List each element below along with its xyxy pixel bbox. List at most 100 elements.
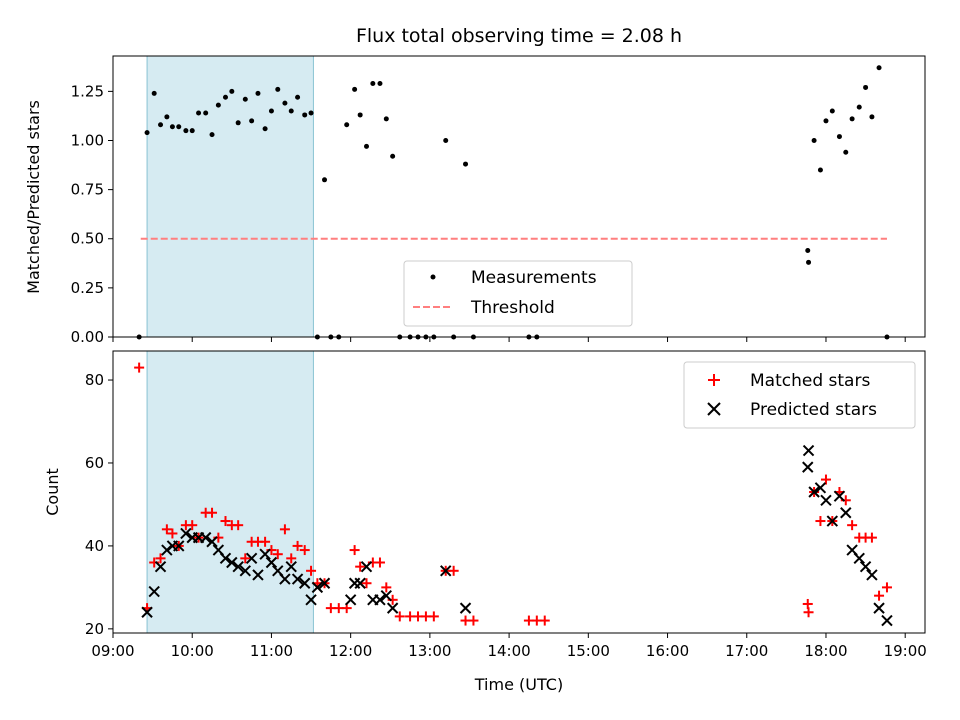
matched-star-point — [468, 615, 479, 626]
predicted-star-point — [305, 594, 317, 606]
bottom-legend-frame — [683, 361, 916, 429]
matched-star-point — [428, 611, 439, 622]
measurement-point — [377, 81, 383, 87]
measurement-point — [144, 130, 150, 136]
predicted-star-point — [833, 490, 846, 502]
predicted-star-point — [386, 602, 399, 614]
matched-star-point — [361, 578, 372, 589]
matched-star-point — [134, 362, 145, 373]
measurement-point — [235, 120, 241, 126]
measurement-point — [282, 100, 288, 106]
matched-star-point — [292, 540, 303, 551]
measurement-point — [262, 126, 268, 132]
bottom-y-axis-label: Count — [43, 468, 62, 516]
matched-star-point — [381, 582, 392, 593]
measurement-point — [158, 122, 164, 128]
y-tick-label: 0.75 — [71, 181, 104, 199]
x-tick-label: 17:00 — [725, 642, 768, 660]
top-panel: 0.00 0.25 0.50 0.75 1.00 1.25 Matched/Predict… — [24, 55, 926, 346]
top-legend-frame — [403, 260, 633, 327]
measurement-point — [383, 116, 389, 122]
measurement-point — [183, 128, 189, 134]
bottom-axes-frame — [112, 350, 926, 634]
predicted-star-point — [311, 581, 324, 594]
predicted-star-point — [873, 602, 885, 614]
matched-star-point — [279, 524, 290, 535]
measurement-point — [357, 112, 363, 118]
y-tick-label: 0.50 — [71, 230, 104, 248]
matched-star-point — [881, 582, 892, 593]
matched-star-point — [306, 565, 317, 576]
measurement-point — [843, 149, 849, 155]
matched-star-point — [155, 553, 166, 564]
predicted-star-point — [252, 569, 264, 581]
measurement-point — [806, 259, 812, 265]
predicted-star-point — [318, 577, 331, 589]
predicted-star-point — [265, 556, 278, 569]
measurement-point — [443, 137, 449, 143]
predicted-star-point — [802, 444, 815, 457]
chart-title: Flux total observing time = 2.08 h — [356, 25, 682, 47]
predicted-star-point — [866, 569, 878, 581]
measurement-point — [856, 104, 862, 110]
top-y-axis-label: Matched/Predicted stars — [24, 100, 43, 294]
bottom-panel: 20 40 60 80 09:00 10:00 11:00 12:00 13:00 14:00 15… — [43, 350, 927, 694]
measurement-point — [249, 118, 255, 124]
top-observing-span — [146, 55, 314, 338]
matched-star-point — [448, 565, 459, 576]
measurement-point — [308, 110, 314, 116]
measurement-point — [268, 108, 274, 114]
predicted-star-point — [826, 515, 839, 527]
predicted-star-point — [374, 594, 386, 606]
measurement-point — [288, 108, 294, 114]
measurement-point — [215, 102, 221, 108]
matched-star-point — [815, 516, 826, 527]
measurement-point — [829, 108, 835, 114]
x-tick-label: 11:00 — [250, 642, 293, 660]
measurement-point — [302, 112, 308, 118]
measurement-point — [322, 177, 328, 183]
matched-star-point — [874, 590, 885, 601]
measurement-point — [863, 84, 869, 90]
measurement-point — [344, 122, 350, 128]
measurement-point — [390, 153, 396, 159]
measurement-point — [151, 90, 157, 96]
measurement-point — [164, 114, 170, 120]
measurement-point — [169, 124, 175, 130]
predicted-star-point — [459, 602, 472, 614]
measurement-point — [242, 96, 248, 102]
measurement-point — [836, 134, 842, 140]
x-tick-label: 19:00 — [884, 642, 927, 660]
y-tick-label: 0.00 — [71, 328, 104, 346]
predicted-star-point — [226, 556, 238, 569]
predicted-star-point — [853, 552, 865, 565]
legend-measurements-label: Measurements — [471, 268, 597, 288]
y-tick-label: 60 — [85, 454, 104, 472]
predicted-star-point — [440, 565, 452, 577]
predicted-star-point — [354, 577, 366, 589]
matched-star-point — [803, 607, 814, 618]
x-tick-label: 16:00 — [646, 642, 689, 660]
predicted-star-point — [820, 494, 832, 507]
predicted-star-point — [285, 560, 297, 573]
measurement-point — [817, 167, 823, 173]
top-legend: Measurements Threshold — [403, 260, 633, 327]
legend-predicted-label: Predicted stars — [750, 400, 877, 420]
x-tick-label: 09:00 — [91, 642, 134, 660]
predicted-star-point — [206, 536, 218, 548]
bottom-observing-span — [146, 350, 314, 634]
y-tick-label: 40 — [85, 537, 104, 555]
measurement-point — [222, 94, 228, 100]
predicted-star-point — [219, 552, 232, 565]
measurement-point — [370, 81, 376, 87]
measurement-point — [823, 118, 829, 124]
measurement-point — [295, 94, 301, 100]
predicted-star-point — [173, 540, 185, 552]
bottom-legend: Matched stars Predicted stars — [683, 361, 916, 429]
matched-star-point — [866, 532, 877, 543]
y-tick-label: 20 — [85, 620, 104, 638]
matched-star-point — [167, 528, 178, 539]
y-tick-label: 80 — [85, 371, 104, 389]
